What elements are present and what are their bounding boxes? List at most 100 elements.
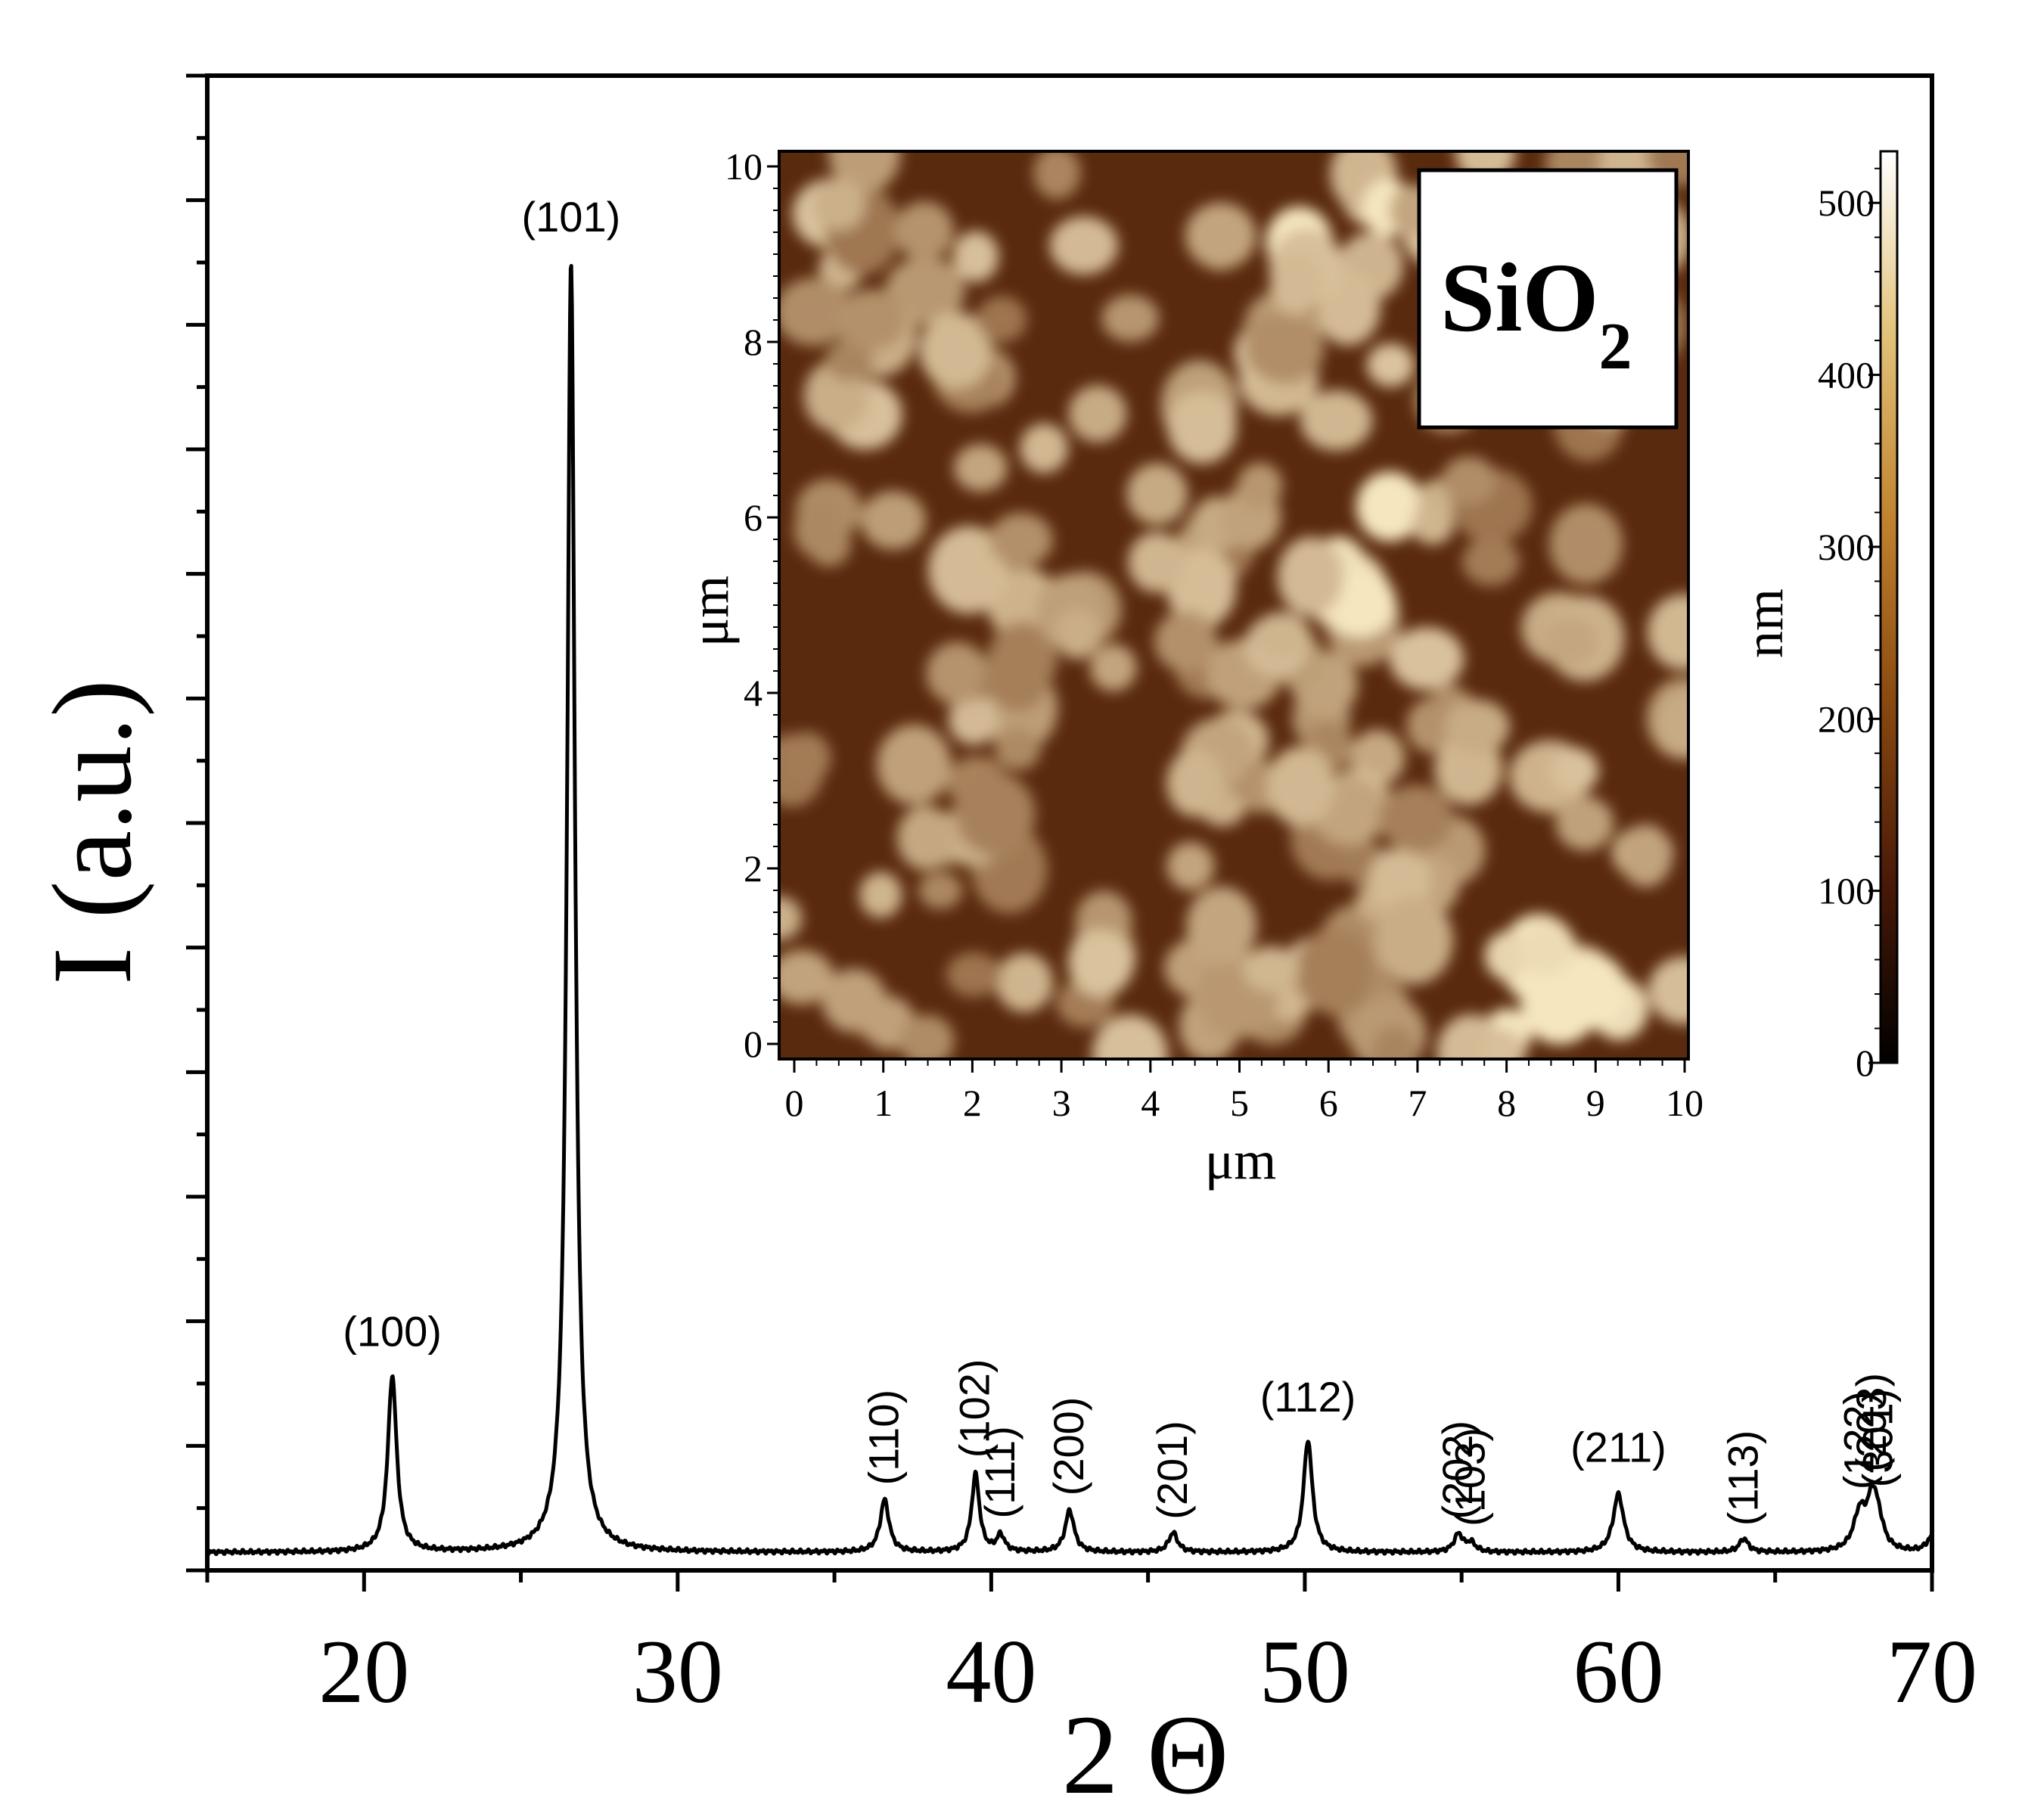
afm-grain (782, 731, 831, 784)
afm-x-tick-label: 2 (963, 1082, 982, 1124)
peak-label: (111) (976, 1426, 1023, 1518)
peak-label: (200) (1045, 1397, 1092, 1496)
afm-grain (1244, 312, 1325, 385)
afm-grain (1444, 699, 1510, 754)
xrd-chart: 20 30 40 50 60 70 (100)(101)(110) (102)(111) (2… (30, 73, 1977, 1818)
afm-title: SiO2 (1440, 244, 1632, 384)
afm-grain (1411, 504, 1454, 545)
colorbar-tick-label: 300 (1818, 526, 1874, 568)
afm-y-axis-label: μm (679, 576, 740, 648)
colorbar-tick-label: 500 (1818, 182, 1874, 224)
afm-grain (894, 201, 955, 260)
afm-grain (1277, 536, 1344, 617)
afm-grain (896, 806, 954, 871)
afm-x-tick-label: 3 (1052, 1082, 1071, 1124)
y-axis-ticks (186, 73, 207, 1573)
colorbar-tick-label: 100 (1818, 870, 1874, 912)
afm-grain (1545, 617, 1598, 666)
peak-labels: (100) (101) (110) (102)(111) (200) (201) (112)… (343, 193, 1901, 1527)
afm-grain (918, 871, 963, 909)
afm-grain (1126, 463, 1188, 525)
afm-grain (822, 968, 887, 1033)
afm-x-axis-label: μm (1205, 1130, 1277, 1191)
afm-grain (954, 444, 1008, 492)
afm-grain (1068, 929, 1134, 997)
afm-grain (952, 231, 999, 283)
afm-title-subscript: 2 (1599, 310, 1632, 384)
afm-grain (1167, 390, 1237, 464)
afm-grain (1154, 610, 1217, 672)
afm-y-tick-label: 4 (744, 672, 763, 714)
afm-grain (860, 491, 926, 550)
afm-grain (1092, 1014, 1168, 1059)
afm-grain (955, 772, 1036, 856)
peak-label: (122) (1835, 1391, 1883, 1490)
afm-grain (983, 635, 1052, 712)
x-tick-label: 70 (1887, 1621, 1977, 1722)
afm-grain (1128, 532, 1185, 593)
afm-grain (825, 340, 874, 381)
afm-grain (1548, 503, 1623, 585)
afm-grain (1101, 294, 1160, 342)
afm-grain (779, 278, 852, 346)
afm-grain (899, 1014, 955, 1059)
afm-grain (1237, 462, 1283, 509)
x-tick-label: 20 (318, 1621, 409, 1722)
afm-x-tick-label: 4 (1141, 1082, 1160, 1124)
peak-label: (102) (951, 1359, 999, 1458)
peak-label: (100) (343, 1307, 442, 1355)
afm-grain (1519, 921, 1574, 976)
afm-grain (1374, 896, 1454, 985)
x-axis-ticks (205, 1570, 1934, 1592)
afm-y-tick-label: 0 (744, 1023, 763, 1065)
afm-grain (927, 526, 1010, 614)
afm-x-tick-label: 10 (1666, 1082, 1704, 1124)
afm-grain (1242, 946, 1299, 992)
afm-grain (1482, 1029, 1526, 1059)
afm-grain (859, 871, 902, 918)
afm-grain (779, 896, 803, 941)
afm-grain (1441, 456, 1497, 505)
afm-grain (977, 296, 1027, 343)
peak-label: (201) (1148, 1421, 1196, 1520)
peak-label: (113) (1719, 1430, 1766, 1527)
afm-x-tick-label: 5 (1230, 1082, 1249, 1124)
afm-grain (876, 724, 952, 805)
afm-grain (1461, 537, 1520, 586)
afm-grain (1378, 784, 1453, 853)
x-tick-label: 50 (1259, 1621, 1350, 1722)
x-axis-tick-labels: 20 30 40 50 60 70 (318, 1621, 1977, 1722)
afm-x-tick-label: 7 (1408, 1082, 1427, 1124)
afm-x-tick-label: 6 (1319, 1082, 1338, 1124)
afm-grain (1266, 747, 1335, 826)
afm-grain (1166, 842, 1215, 890)
afm-title-main: SiO (1440, 244, 1599, 353)
afm-grain (1269, 253, 1323, 315)
afm-x-tick-label: 9 (1586, 1082, 1605, 1124)
afm-grain (995, 952, 1053, 1013)
afm-grain (1484, 931, 1530, 980)
colorbar-ticks: 0 100 200 300 400 500 (1818, 167, 1881, 1084)
colorbar (1879, 150, 1899, 1064)
afm-grain (835, 289, 908, 351)
afm-grain (1557, 954, 1628, 1030)
afm-grain (994, 728, 1041, 771)
afm-grain (1371, 1026, 1418, 1059)
afm-grain (1550, 747, 1599, 794)
x-tick-label: 60 (1573, 1621, 1663, 1722)
afm-grain (948, 694, 999, 745)
peak-label: (301) (1854, 1389, 1902, 1488)
colorbar-label: nm (1734, 589, 1794, 658)
afm-grain (1089, 644, 1137, 691)
colorbar-tick-label: 400 (1818, 354, 1874, 396)
afm-grain (779, 949, 834, 1005)
afm-grain (794, 502, 840, 557)
afm-grain (919, 312, 992, 389)
peak-label: (202) (1433, 1421, 1481, 1520)
afm-x-tick-label: 1 (874, 1082, 893, 1124)
afm-grain (1368, 848, 1432, 912)
afm-grain (1648, 956, 1688, 1024)
afm-grain (1054, 608, 1101, 660)
